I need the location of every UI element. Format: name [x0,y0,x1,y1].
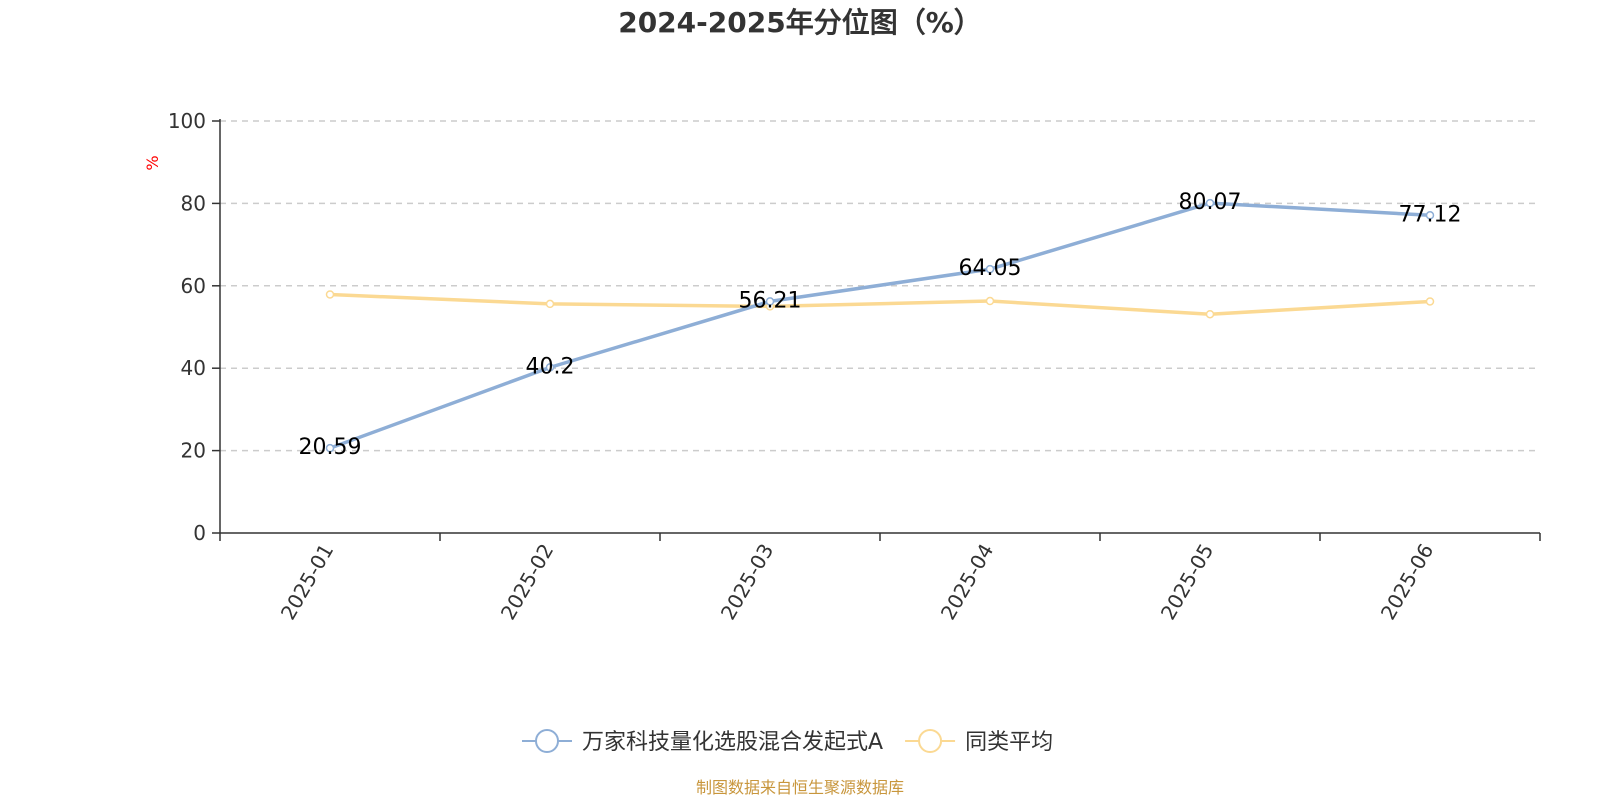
legend-label: 万家科技量化选股混合发起式A [582,730,883,755]
data-point-1 [325,290,335,299]
source-note: 制图数据来自恒生聚源数据库 [696,778,904,797]
y-tick-label: 20 [181,439,206,463]
y-tick-label: 0 [193,521,206,545]
data-label: 40.2 [526,354,575,379]
axes: 0 20 40 60 80 100 2025-01 2025-02 2025-03 2025-04… [168,109,1541,624]
data-labels: 20.59 40.2 56.21 64.05 80.07 77.12 [299,190,1462,460]
data-point-1 [545,299,555,309]
data-label: 80.07 [1179,190,1242,215]
x-tick-label: 2025-04 [936,540,999,624]
y-axis-unit-label: % [143,155,162,170]
x-tick-label: 2025-02 [496,540,559,624]
series [325,198,1435,453]
legend[interactable]: 万家科技量化选股混合发起式A 同类平均 [522,729,1053,755]
data-label: 77.12 [1399,202,1462,227]
data-point-0 [985,264,995,274]
data-point-0 [1205,198,1215,208]
y-tick-label: 40 [181,356,206,380]
legend-circle-icon [535,729,559,753]
legend-item-0[interactable]: 万家科技量化选股混合发起式A [522,729,883,755]
chart-title: 2024-2025年分位图（%） [618,6,982,39]
y-tick-label: 60 [181,274,206,298]
data-label: 20.59 [299,435,362,460]
data-point-0 [1425,211,1435,220]
legend-circle-icon [918,729,943,753]
y-tick-label: 80 [181,191,206,215]
legend-label: 同类平均 [965,730,1053,755]
data-point-0 [545,363,555,372]
x-tick-label: 2025-01 [276,540,339,624]
series-line-0 [328,201,1432,450]
legend-item-1[interactable]: 同类平均 [905,729,1053,755]
x-tick-label: 2025-06 [1376,540,1439,624]
y-tick-label: 100 [168,109,206,133]
data-point-0 [325,443,335,453]
x-tick-label: 2025-03 [716,540,779,624]
data-point-1 [985,296,995,306]
data-point-0 [765,297,775,306]
data-label: 64.05 [959,256,1022,281]
series-line-1 [328,292,1432,316]
x-tick-label: 2025-05 [1156,540,1219,624]
data-label: 56.21 [739,288,802,313]
data-point-1 [1205,309,1215,319]
data-point-1 [1425,297,1435,306]
